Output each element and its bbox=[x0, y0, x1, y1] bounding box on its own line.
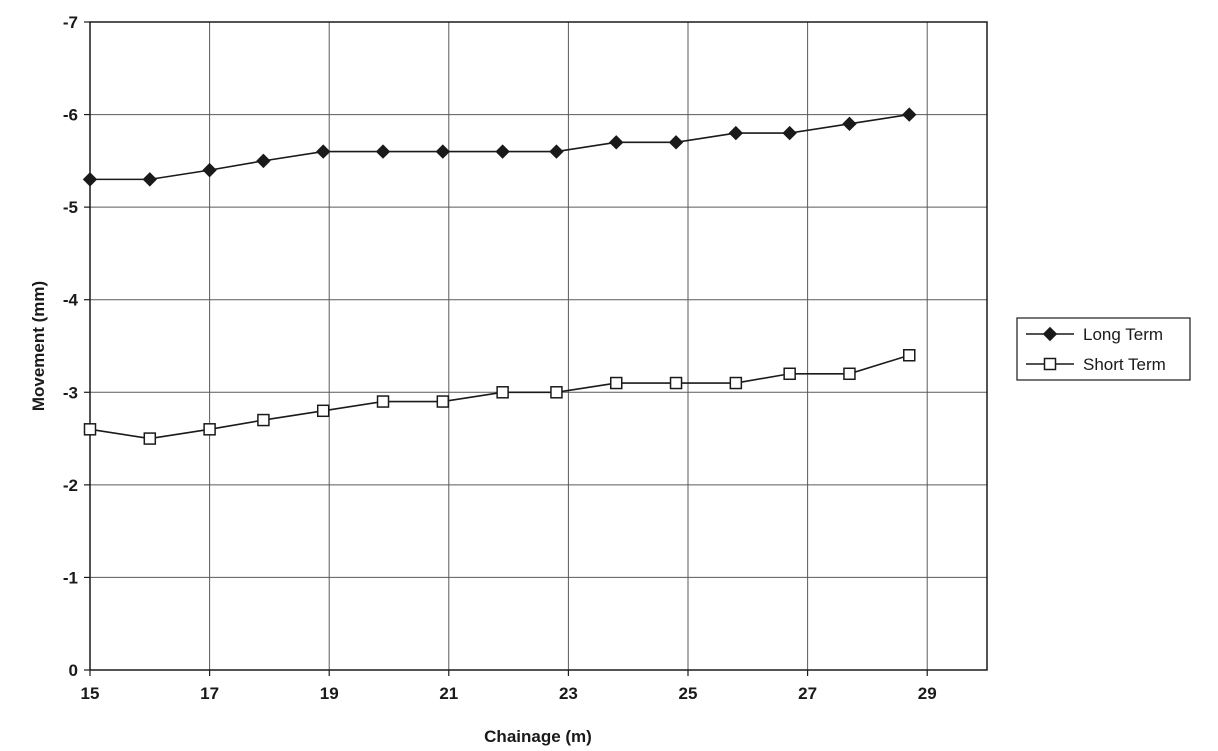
data-point bbox=[549, 144, 564, 159]
x-tick-label: 25 bbox=[679, 684, 698, 703]
data-point bbox=[729, 376, 743, 390]
x-tick-label: 17 bbox=[200, 684, 219, 703]
data-point bbox=[257, 413, 270, 427]
x-tick-label: 19 bbox=[320, 684, 339, 703]
legend-entry: Short Term bbox=[1026, 355, 1166, 374]
y-tick-label: -6 bbox=[63, 106, 78, 125]
legend: Long Term Short Term bbox=[1016, 317, 1191, 381]
data-point bbox=[375, 144, 391, 159]
y-axis-title: Movement (mm) bbox=[29, 281, 48, 411]
data-point bbox=[782, 125, 797, 141]
x-axis-ticks: 15 17 19 21 23 25 27 29 bbox=[81, 670, 937, 703]
data-point bbox=[668, 135, 684, 150]
data-point bbox=[202, 162, 217, 178]
y-tick-label: -3 bbox=[63, 383, 78, 402]
data-point bbox=[903, 349, 916, 362]
data-point bbox=[728, 125, 744, 141]
data-point bbox=[256, 153, 271, 169]
data-point bbox=[142, 172, 158, 187]
x-tick-label: 21 bbox=[439, 684, 458, 703]
data-point bbox=[83, 423, 97, 436]
data-point bbox=[436, 395, 450, 408]
data-point bbox=[82, 172, 98, 187]
x-tick-label: 15 bbox=[81, 684, 100, 703]
data-point bbox=[550, 386, 563, 399]
data-point bbox=[843, 367, 856, 381]
grid bbox=[89, 21, 987, 671]
legend-entry: Long Term bbox=[1026, 325, 1163, 344]
y-tick-label: -4 bbox=[63, 291, 79, 310]
legend-marker bbox=[1043, 357, 1057, 371]
legend-label: Long Term bbox=[1083, 325, 1163, 344]
data-point bbox=[495, 144, 510, 159]
series-1 bbox=[83, 349, 916, 445]
data-point bbox=[669, 376, 683, 390]
data-point bbox=[435, 144, 451, 159]
data-point bbox=[316, 144, 331, 159]
legend-marker bbox=[1042, 326, 1058, 342]
data-point bbox=[143, 432, 157, 445]
y-tick-label: -5 bbox=[63, 198, 78, 217]
y-tick-label: -1 bbox=[63, 568, 78, 587]
data-point bbox=[609, 376, 623, 390]
data-point bbox=[496, 386, 509, 399]
data-point bbox=[842, 116, 857, 132]
data-point bbox=[902, 107, 917, 122]
legend-label: Short Term bbox=[1083, 355, 1166, 374]
data-point bbox=[783, 367, 796, 381]
series bbox=[82, 107, 917, 445]
data-point bbox=[316, 404, 330, 418]
y-tick-label: -2 bbox=[63, 476, 78, 495]
data-point bbox=[609, 135, 624, 150]
y-axis-ticks: 0 -1 -2 -3 -4 -5 -6 -7 bbox=[63, 13, 90, 680]
x-tick-label: 23 bbox=[559, 684, 578, 703]
series-0 bbox=[82, 107, 917, 187]
y-tick-label: 0 bbox=[69, 661, 78, 680]
plot-area-frame bbox=[89, 21, 988, 671]
x-tick-label: 29 bbox=[918, 684, 937, 703]
x-tick-label: 27 bbox=[798, 684, 817, 703]
data-point bbox=[376, 395, 390, 408]
y-tick-label: -7 bbox=[63, 13, 78, 32]
data-point bbox=[203, 423, 216, 436]
x-axis-title: Chainage (m) bbox=[484, 727, 592, 746]
